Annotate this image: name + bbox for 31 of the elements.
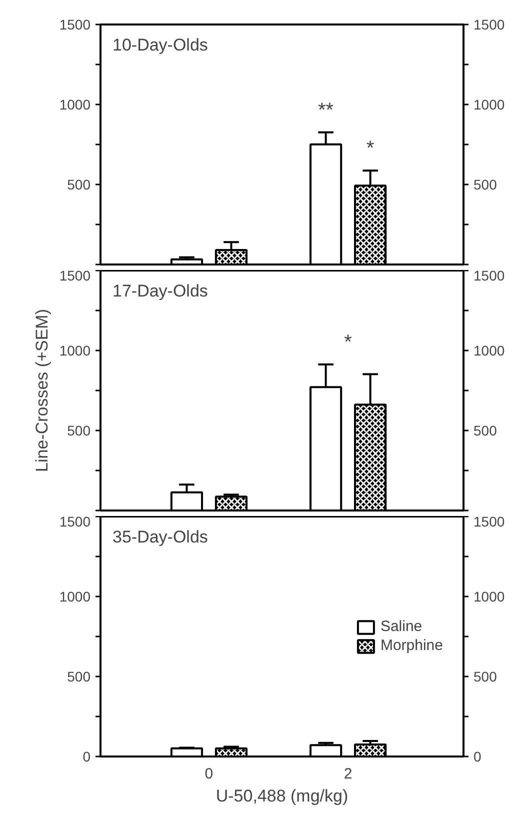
annotation: * [366, 138, 374, 160]
y-tick-label: 500 [67, 422, 91, 438]
x-axis-title: U-50,488 (mg/kg) [216, 786, 348, 806]
text: 10-Day-Olds [112, 36, 208, 54]
y2-tick-label: 1500 [474, 514, 505, 530]
y-tick-label: 1000 [59, 588, 91, 604]
y-tick-label: 1000 [59, 96, 91, 112]
y-axis-title: Line-Crosses (+SEM) [32, 309, 52, 472]
y2-tick-label: 500 [474, 668, 498, 684]
y2-tick-label: 500 [474, 176, 498, 192]
text: 35-Day-Olds [112, 528, 208, 546]
y2-tick-label: 1000 [474, 588, 505, 604]
text: 17-Day-Olds [112, 282, 208, 300]
annotation: * [344, 331, 352, 354]
y-tick-label: 0 [82, 748, 91, 764]
annotation: ** [318, 99, 334, 122]
y-tick-label: 1500 [59, 16, 91, 32]
legend-label: Saline [380, 618, 422, 635]
y2-tick-label: 1500 [474, 268, 505, 284]
y2-tick-label: 1000 [474, 342, 505, 358]
x-tick-label: 2 [344, 766, 352, 782]
y-tick-label: 500 [67, 176, 91, 192]
y-tick-label: 1500 [59, 514, 91, 530]
y-tick-label: 1500 [59, 268, 91, 284]
y2-tick-label: 500 [474, 422, 498, 438]
y-tick-label: 1000 [59, 342, 91, 358]
y2-tick-label: 0 [474, 748, 482, 764]
y2-tick-label: 1000 [474, 96, 505, 112]
legend-label: Morphine [380, 637, 443, 654]
y2-tick-label: 1500 [474, 16, 505, 32]
y-tick-label: 500 [67, 668, 91, 684]
